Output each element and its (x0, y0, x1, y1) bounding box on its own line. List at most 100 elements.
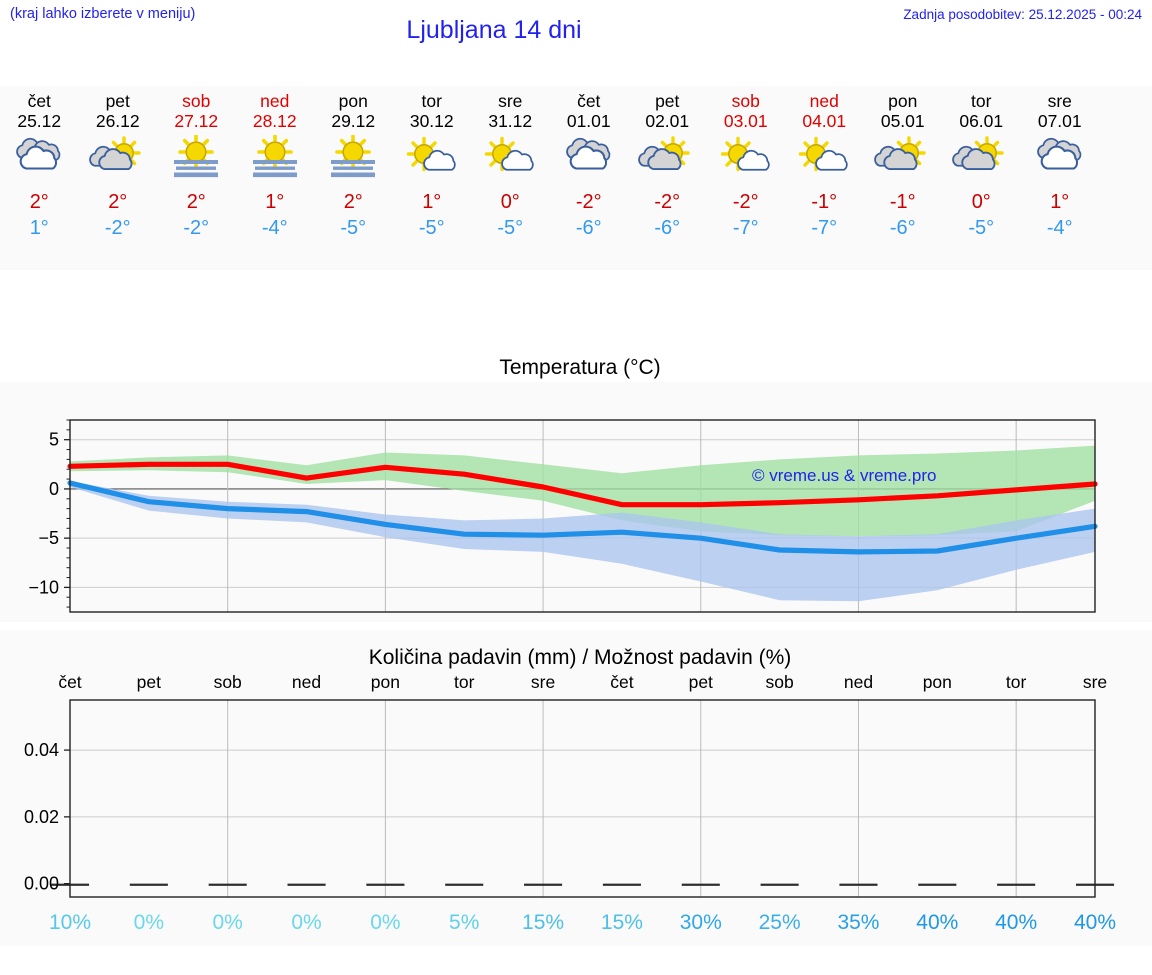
precip-probability-label: 35% (837, 911, 879, 934)
precip-probability-label: 40% (1074, 911, 1116, 934)
precip-probability-label: 5% (449, 911, 479, 934)
precip-probability-label: 30% (680, 911, 722, 934)
temp-max: 2° (108, 191, 128, 213)
forecast-day-column[interactable]: ned 28.12 1° -4° (236, 86, 315, 270)
temp-min: -5° (968, 217, 995, 239)
precip-day-label: sob (214, 672, 242, 692)
day-name: tor (421, 91, 442, 111)
temp-max: 1° (265, 191, 285, 213)
temp-min: -5° (497, 217, 524, 239)
forecast-day-column[interactable]: čet 01.01 -2° -6° (550, 86, 629, 270)
last-updated-text: Zadnja posodobitev: 25.12.2025 - 00:24 (903, 7, 1142, 22)
cloudy-icon (9, 135, 69, 183)
temp-min: 1° (29, 217, 49, 239)
temp-min: -7° (811, 217, 838, 239)
precip-day-label: čet (58, 672, 81, 692)
day-date: 02.01 (645, 111, 690, 131)
day-name: pon (888, 91, 918, 111)
day-date: 26.12 (95, 111, 140, 131)
day-name: ned (809, 91, 839, 111)
temp-min: -6° (889, 217, 916, 239)
forecast-day-column[interactable]: sob 03.01 -2° -7° (707, 86, 786, 270)
forecast-day-column[interactable]: tor 30.12 1° -5° (393, 86, 472, 270)
precip-probability-label: 0% (370, 911, 400, 934)
day-name: tor (971, 91, 992, 111)
page-title: Ljubljana 14 dni (406, 16, 582, 44)
forecast-day-column[interactable]: pon 29.12 2° -5° (314, 86, 393, 270)
daily-forecast-strip: čet 25.12 2° 1° pet 26.12 2° -2° sob 27.12 2° -2… (0, 86, 1152, 270)
precip-day-label: sob (766, 672, 794, 692)
sun-behind-cloud-icon (951, 135, 1011, 183)
day-date: 05.01 (880, 111, 925, 131)
temp-max: -1° (811, 191, 838, 213)
day-name: čet (577, 91, 601, 111)
day-name: sob (182, 91, 211, 111)
menu-hint: (kraj lahko izberete v meniju) (10, 6, 196, 22)
precip-day-label: pet (689, 672, 713, 692)
temp-max: -2° (654, 191, 681, 213)
temp-max: -2° (575, 191, 602, 213)
day-name: ned (260, 91, 290, 111)
day-name: sob (731, 91, 760, 111)
temp-max: 2° (186, 191, 206, 213)
forecast-day-column[interactable]: pet 26.12 2° -2° (79, 86, 158, 270)
precip-probability-label: 0% (213, 911, 243, 934)
temp-max: -1° (889, 191, 916, 213)
day-name: pet (655, 91, 680, 111)
svg-text:0.02: 0.02 (24, 807, 59, 827)
cloudy-icon (559, 135, 619, 183)
day-name: pon (338, 91, 368, 111)
day-date: 28.12 (252, 111, 297, 131)
forecast-day-column[interactable]: pet 02.01 -2° -6° (628, 86, 707, 270)
precip-day-label: tor (454, 672, 475, 692)
page-header: (kraj lahko izberete v meniju) Ljubljana… (0, 0, 1152, 72)
precip-day-label: pon (923, 672, 952, 692)
svg-text:−10: −10 (28, 577, 59, 597)
day-date: 30.12 (409, 111, 454, 131)
temp-min: -7° (732, 217, 759, 239)
precip-day-label: ned (844, 672, 873, 692)
temperature-chart-panel: Temperatura (°C) 5 0 −5 −10 (0, 356, 1152, 622)
day-date: 27.12 (174, 111, 219, 131)
forecast-day-column[interactable]: ned 04.01 -1° -7° (785, 86, 864, 270)
precip-day-label: sre (1083, 672, 1107, 692)
day-name: čet (27, 91, 51, 111)
day-date: 04.01 (802, 111, 847, 131)
precipitation-chart-title: Količina padavin (mm) / Možnost padavin … (368, 646, 792, 669)
temp-min: -4° (1046, 217, 1073, 239)
sun-fog-icon (245, 135, 305, 183)
precip-probability-label: 25% (759, 911, 801, 934)
svg-text:0.00: 0.00 (24, 874, 59, 894)
temp-min: -6° (654, 217, 681, 239)
forecast-day-column[interactable]: čet 25.12 2° 1° (0, 86, 79, 270)
day-date: 25.12 (17, 111, 62, 131)
precip-day-label: ned (292, 672, 321, 692)
sun-small-cloud-icon (794, 135, 854, 183)
sun-fog-icon (323, 135, 383, 183)
day-date: 29.12 (331, 111, 376, 131)
forecast-day-column[interactable]: sre 07.01 1° -4° (1021, 86, 1100, 270)
sun-small-cloud-icon (402, 135, 462, 183)
sun-behind-cloud-icon (637, 135, 697, 183)
precip-probability-label: 15% (522, 911, 564, 934)
cloudy-icon (1030, 135, 1090, 183)
precip-day-label: sre (531, 672, 555, 692)
forecast-day-column[interactable]: sob 27.12 2° -2° (157, 86, 236, 270)
forecast-day-column[interactable]: sre 31.12 0° -5° (471, 86, 550, 270)
temp-min: -5° (340, 217, 367, 239)
precipitation-chart-svg: 0.04 0.02 0.00 čet pet sob ned pon tor sre čet pet s… (24, 672, 1116, 934)
precip-probability-label: 40% (995, 911, 1037, 934)
day-date: 01.01 (566, 111, 611, 131)
temp-max: -2° (732, 191, 759, 213)
precip-day-label: pet (137, 672, 161, 692)
copyright-watermark: © vreme.us & vreme.pro (752, 466, 937, 485)
temp-min: -2° (183, 217, 210, 239)
temp-max: 0° (971, 191, 991, 213)
temp-min: -2° (104, 217, 131, 239)
day-name: sre (1047, 91, 1072, 111)
forecast-day-column[interactable]: tor 06.01 0° -5° (942, 86, 1021, 270)
temp-max: 1° (422, 191, 442, 213)
sun-behind-cloud-icon (88, 135, 148, 183)
svg-text:−5: −5 (38, 528, 59, 548)
forecast-day-column[interactable]: pon 05.01 -1° -6° (864, 86, 943, 270)
